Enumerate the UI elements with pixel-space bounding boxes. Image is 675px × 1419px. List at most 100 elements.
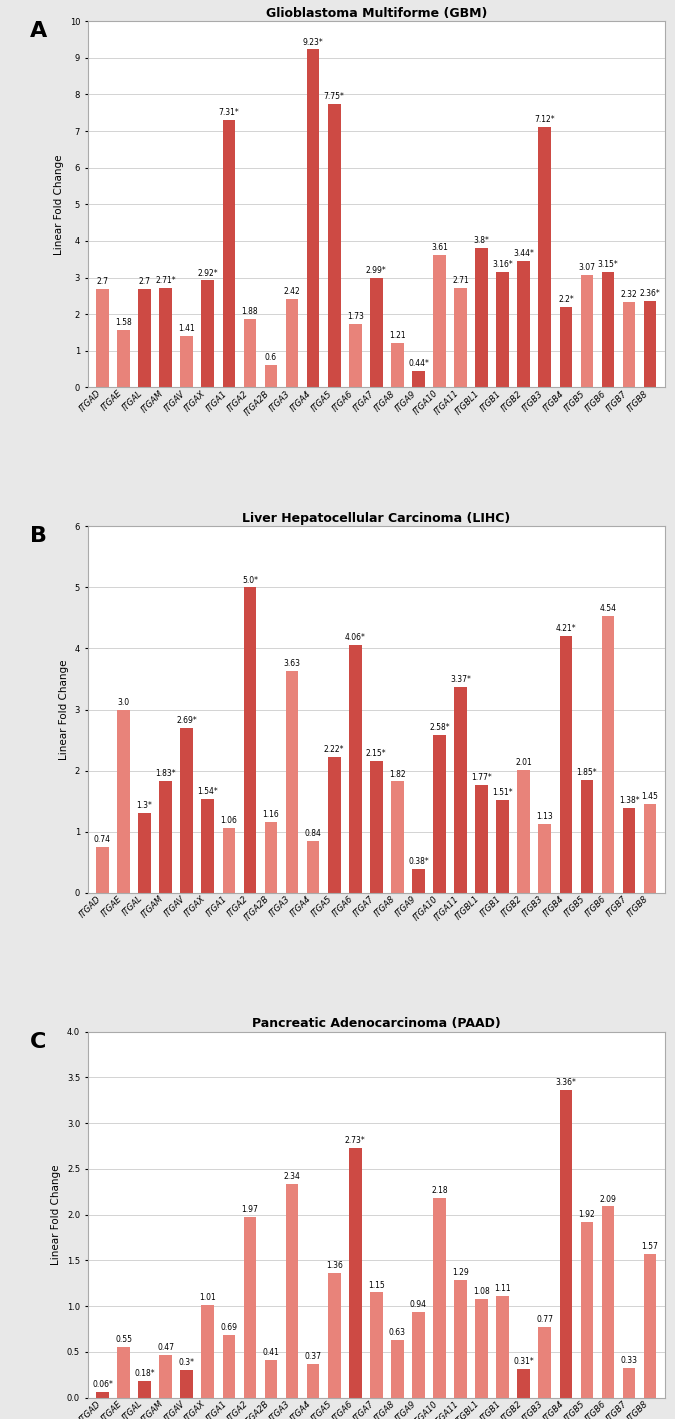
Text: 0.74: 0.74 — [94, 836, 111, 844]
Text: 9.23*: 9.23* — [303, 37, 323, 47]
Bar — [518, 771, 530, 893]
Bar — [96, 847, 109, 893]
Bar — [370, 762, 383, 893]
Text: 1.29: 1.29 — [452, 1267, 469, 1277]
Text: 0.06*: 0.06* — [92, 1381, 113, 1389]
Bar — [601, 616, 614, 893]
Text: 1.38*: 1.38* — [619, 796, 639, 806]
Text: 3.07: 3.07 — [578, 263, 595, 272]
Text: 2.7: 2.7 — [97, 277, 109, 285]
Text: 2.73*: 2.73* — [345, 1137, 366, 1145]
Text: 2.71*: 2.71* — [155, 277, 176, 285]
Bar — [496, 271, 509, 387]
Bar — [412, 372, 425, 387]
Bar — [138, 813, 151, 893]
Text: 4.06*: 4.06* — [345, 633, 366, 641]
Text: 2.01: 2.01 — [516, 758, 532, 768]
Text: 0.63: 0.63 — [389, 1328, 406, 1337]
Bar — [433, 1198, 446, 1398]
Y-axis label: Linear Fold Change: Linear Fold Change — [54, 155, 64, 254]
Text: 2.36*: 2.36* — [640, 289, 661, 298]
Text: 1.41: 1.41 — [178, 324, 195, 333]
Text: 0.33: 0.33 — [620, 1355, 638, 1365]
Text: 3.0: 3.0 — [117, 698, 130, 707]
Bar — [265, 1361, 277, 1398]
Text: 0.44*: 0.44* — [408, 359, 429, 369]
Bar — [475, 785, 488, 893]
Text: 2.69*: 2.69* — [176, 717, 197, 725]
Text: 7.75*: 7.75* — [324, 92, 345, 101]
Text: 1.58: 1.58 — [115, 318, 132, 326]
Bar — [223, 1334, 235, 1398]
Text: 2.18: 2.18 — [431, 1186, 448, 1195]
Bar — [202, 799, 214, 893]
Bar — [433, 735, 446, 893]
Bar — [202, 1305, 214, 1398]
Text: 0.77: 0.77 — [537, 1315, 553, 1324]
Bar — [265, 365, 277, 387]
Bar — [159, 288, 172, 387]
Text: 3.8*: 3.8* — [474, 237, 489, 245]
Bar — [539, 823, 551, 893]
Bar — [601, 1206, 614, 1398]
Bar — [138, 288, 151, 387]
Bar — [644, 1254, 657, 1398]
Text: 2.32: 2.32 — [621, 291, 637, 299]
Text: 3.16*: 3.16* — [492, 260, 513, 268]
Bar — [307, 50, 319, 387]
Text: 1.97: 1.97 — [242, 1206, 259, 1215]
Title: Pancreatic Adenocarcinoma (PAAD): Pancreatic Adenocarcinoma (PAAD) — [252, 1017, 501, 1030]
Bar — [433, 255, 446, 387]
Text: 1.92: 1.92 — [578, 1210, 595, 1219]
Bar — [202, 281, 214, 387]
Text: 3.61: 3.61 — [431, 243, 448, 253]
Bar — [286, 671, 298, 893]
Bar — [159, 780, 172, 893]
Text: 7.12*: 7.12* — [535, 115, 555, 123]
Text: 3.63: 3.63 — [284, 660, 300, 668]
Bar — [454, 1280, 467, 1398]
Bar — [328, 1273, 340, 1398]
Bar — [96, 288, 109, 387]
Bar — [286, 1183, 298, 1398]
Bar — [96, 1392, 109, 1398]
Text: 2.99*: 2.99* — [366, 265, 387, 275]
Bar — [391, 343, 404, 387]
Text: 0.41: 0.41 — [263, 1348, 279, 1357]
Bar — [265, 822, 277, 893]
Bar — [180, 336, 193, 387]
Bar — [223, 827, 235, 893]
Text: 4.54: 4.54 — [599, 603, 616, 613]
Bar — [496, 800, 509, 893]
Bar — [180, 728, 193, 893]
Bar — [117, 1348, 130, 1398]
Bar — [328, 104, 340, 387]
Bar — [286, 299, 298, 387]
Text: 1.73: 1.73 — [347, 312, 364, 321]
Text: 3.15*: 3.15* — [597, 260, 618, 270]
Bar — [580, 275, 593, 387]
Bar — [475, 1298, 488, 1398]
Text: 1.3*: 1.3* — [136, 802, 153, 810]
Text: 0.3*: 0.3* — [179, 1358, 195, 1368]
Text: 2.58*: 2.58* — [429, 724, 450, 732]
Text: 1.16: 1.16 — [263, 810, 279, 819]
Text: 2.15*: 2.15* — [366, 749, 387, 758]
Text: 1.45: 1.45 — [642, 792, 659, 802]
Text: 0.47: 0.47 — [157, 1342, 174, 1352]
Bar — [244, 318, 256, 387]
Text: 0.37: 0.37 — [304, 1352, 321, 1361]
Text: A: A — [30, 21, 47, 41]
Text: 0.38*: 0.38* — [408, 857, 429, 867]
Bar — [454, 687, 467, 893]
Bar — [349, 644, 362, 893]
Bar — [159, 1355, 172, 1398]
Text: 4.21*: 4.21* — [556, 624, 576, 633]
Bar — [454, 288, 467, 387]
Bar — [117, 329, 130, 387]
Text: 1.57: 1.57 — [642, 1242, 659, 1252]
Bar — [623, 302, 635, 387]
Text: 1.54*: 1.54* — [197, 786, 218, 796]
Bar — [307, 1364, 319, 1398]
Text: 2.34: 2.34 — [284, 1172, 300, 1181]
